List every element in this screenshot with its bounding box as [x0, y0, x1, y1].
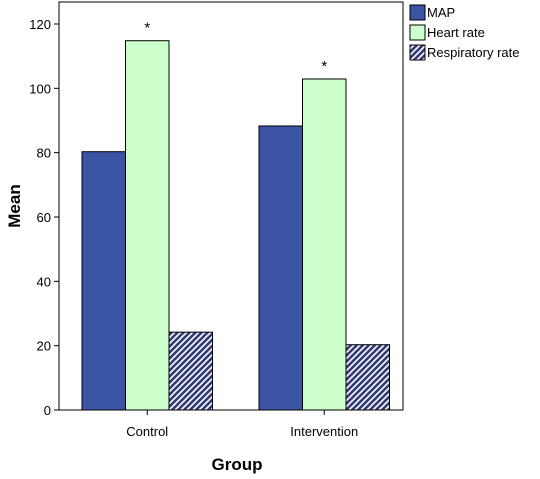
legend-label: Heart rate [427, 25, 485, 40]
legend: MAP Heart rate Respiratory rate [409, 4, 519, 61]
bar-map-intervention [258, 125, 303, 411]
y-tick-label: 0 [44, 403, 51, 418]
y-tick-label: 100 [29, 81, 51, 96]
x-tick-label-control: Control [126, 424, 168, 439]
x-tick-label-intervention: Intervention [290, 424, 358, 439]
y-axis-ticks: 0 20 40 60 80 100 120 [29, 17, 59, 418]
significance-marker: * [321, 58, 327, 75]
y-tick-label: 40 [37, 274, 51, 289]
y-tick-label: 60 [37, 210, 51, 225]
x-axis-title: Group [212, 455, 263, 474]
bar-heart-rate-intervention [302, 78, 347, 411]
annotations: ** [144, 20, 327, 75]
y-tick-label: 20 [37, 339, 51, 354]
y-tick-label: 80 [37, 146, 51, 161]
y-tick-label: 120 [29, 17, 51, 32]
x-axis-ticks: Control Intervention [126, 410, 358, 439]
legend-swatch [409, 24, 426, 41]
legend-swatch [409, 4, 426, 21]
bar-heart-rate-control [125, 40, 170, 411]
bar-respiratory-rate-intervention [345, 344, 390, 411]
y-axis-title: Mean [5, 184, 24, 227]
legend-label: Respiratory rate [427, 45, 519, 60]
bar-respiratory-rate-control [168, 331, 213, 411]
legend-label: MAP [427, 5, 455, 20]
legend-swatch [409, 44, 426, 61]
bar-map-control [81, 151, 126, 411]
bars [81, 40, 390, 411]
significance-marker: * [144, 20, 150, 37]
